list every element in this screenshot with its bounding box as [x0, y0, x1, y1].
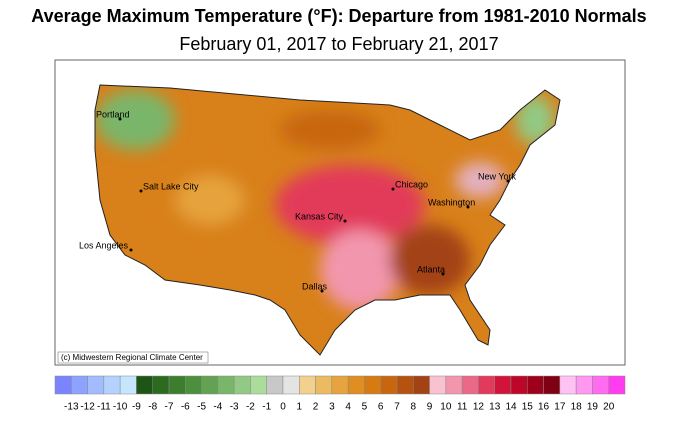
city-label: Salt Lake City	[143, 181, 199, 191]
city-dot	[391, 187, 395, 191]
legend-swatch	[380, 375, 398, 395]
legend-swatch	[527, 375, 544, 395]
city-dot	[343, 219, 347, 223]
city-label: Portland	[96, 109, 130, 119]
legend-swatch	[299, 375, 316, 395]
legend-swatch	[543, 375, 561, 395]
legend-label: 18	[571, 402, 583, 413]
legend-label: 20	[603, 402, 615, 413]
legend-swatch	[510, 375, 528, 395]
legend-swatch	[54, 375, 72, 395]
legend-swatch	[396, 375, 414, 395]
legend-swatch	[136, 375, 153, 395]
legend-swatch	[478, 375, 495, 395]
legend-label: 14	[505, 402, 517, 413]
legend-label: 10	[440, 402, 452, 413]
legend-label: 12	[473, 402, 485, 413]
legend-label: 16	[538, 402, 550, 413]
legend-label: -1	[262, 402, 271, 413]
legend-label: 5	[362, 402, 368, 413]
legend-label: -7	[165, 402, 174, 413]
city-dot	[441, 272, 445, 276]
legend-swatch	[152, 375, 170, 395]
legend-swatch	[250, 375, 267, 395]
city-label: Chicago	[395, 179, 428, 189]
legend-label: 1	[297, 402, 303, 413]
legend-swatch	[168, 375, 186, 395]
legend-label: -10	[113, 402, 128, 413]
city-dot	[118, 117, 122, 121]
city-label: New York	[478, 171, 517, 181]
legend-label: -6	[181, 402, 190, 413]
legend-swatch	[185, 375, 202, 395]
legend-swatch	[201, 375, 219, 395]
legend-swatch	[331, 375, 349, 395]
legend-swatch	[494, 375, 512, 395]
credit: (c) Midwestern Regional Climate Center	[61, 353, 203, 362]
legend-swatch	[575, 375, 593, 395]
city-dot	[129, 248, 133, 252]
legend-swatch	[282, 375, 300, 395]
legend-swatch	[592, 375, 609, 395]
legend-label: -12	[80, 402, 95, 413]
legend-label: 17	[554, 402, 566, 413]
legend-label: -3	[230, 402, 239, 413]
legend-label: -11	[97, 402, 111, 413]
legend-label: -5	[197, 402, 206, 413]
legend-label: 15	[522, 402, 534, 413]
legend-swatch	[266, 375, 284, 395]
legend-label: -2	[246, 402, 255, 413]
legend-swatch	[461, 375, 479, 395]
city-label: Washington	[428, 197, 475, 207]
city-label: Kansas City	[295, 211, 344, 221]
city-dot	[506, 179, 510, 183]
legend-label: 11	[457, 402, 468, 413]
city-label: Atlanta	[417, 264, 445, 274]
legend-label: 9	[427, 402, 433, 413]
legend-label: 2	[313, 402, 319, 413]
legend-swatch	[233, 375, 251, 395]
legend-swatch	[364, 375, 381, 395]
legend-swatch	[445, 375, 463, 395]
subtitle: February 01, 2017 to February 21, 2017	[179, 34, 498, 54]
legend-label: 3	[329, 402, 335, 413]
legend-label: -8	[148, 402, 157, 413]
legend-label: -13	[64, 402, 79, 413]
city-dot	[320, 289, 324, 293]
legend-swatch	[103, 375, 121, 395]
legend-label: 8	[411, 402, 417, 413]
city-dot	[466, 205, 470, 209]
legend-swatch	[119, 375, 137, 395]
legend-swatch	[71, 375, 88, 395]
city-label: Dallas	[302, 281, 328, 291]
legend-swatch	[87, 375, 105, 395]
city-dot	[139, 189, 143, 193]
legend-label: 13	[489, 402, 501, 413]
legend-swatch	[608, 375, 626, 395]
legend-swatch	[315, 375, 333, 395]
legend-swatch	[429, 375, 447, 395]
title: Average Maximum Temperature (°F): Depart…	[31, 6, 646, 26]
legend-swatch	[559, 375, 577, 395]
legend-label: -4	[213, 402, 222, 413]
city-label: Los Angeles	[79, 240, 129, 250]
credit-box	[57, 351, 209, 364]
legend-swatch	[347, 375, 365, 395]
legend-label: 19	[587, 402, 599, 413]
legend-label: 7	[394, 402, 400, 413]
legend-label: 6	[378, 402, 384, 413]
legend-label: 4	[345, 402, 351, 413]
legend-swatch	[413, 375, 430, 395]
legend-label: 0	[280, 402, 286, 413]
legend-label: -9	[132, 402, 141, 413]
legend-swatch	[217, 375, 235, 395]
